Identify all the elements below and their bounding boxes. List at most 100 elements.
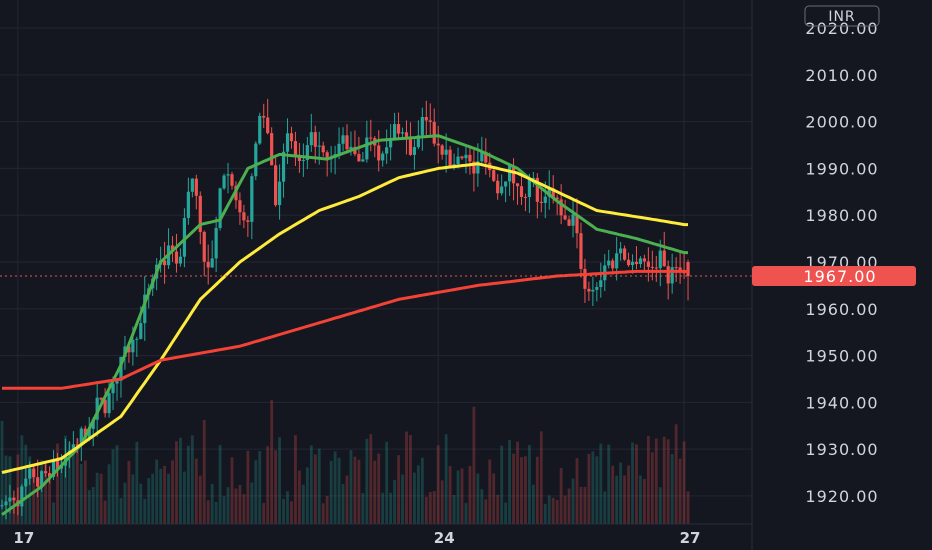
volume-bar [60, 458, 63, 524]
candle-body [309, 132, 313, 146]
volume-bar [639, 475, 642, 524]
volume-bar [214, 502, 218, 524]
candle-body [515, 183, 520, 187]
volume-bar [595, 456, 599, 524]
candle-body [190, 178, 194, 192]
candle-body [428, 120, 432, 122]
candle-body [36, 477, 40, 487]
volume-bar [488, 459, 492, 524]
volume-bar [607, 444, 611, 524]
candle [567, 215, 571, 227]
candle-body [293, 141, 298, 156]
candle [309, 113, 313, 152]
candle-body [28, 468, 32, 479]
candle-body [8, 497, 12, 502]
volume-bar [337, 457, 341, 524]
candle [262, 103, 266, 128]
moving-average-lines [1, 134, 688, 516]
volume-bar [71, 451, 75, 524]
volume-bar [452, 494, 456, 524]
candle [32, 465, 36, 483]
candle-body [202, 231, 206, 262]
candle [202, 230, 206, 277]
candle-body [555, 197, 559, 200]
candle-body [650, 266, 654, 268]
price-tick-label: 1950.00 [805, 347, 878, 366]
candle-body [250, 176, 254, 222]
volume-bar [357, 459, 361, 524]
volume-bar [635, 444, 638, 524]
candle [412, 139, 417, 170]
volume-bar [274, 450, 278, 524]
volume-bar [222, 496, 226, 524]
candle [246, 216, 250, 237]
candle-body [535, 177, 539, 202]
volume-bar [147, 478, 151, 524]
candle-body [615, 253, 619, 269]
volume-bar [528, 445, 531, 524]
candle-body [0, 505, 4, 507]
candle-body [40, 471, 44, 487]
candle-body [416, 135, 420, 148]
candle [47, 466, 52, 484]
candle [571, 199, 575, 238]
volume-bar [87, 490, 91, 524]
candle [222, 173, 226, 190]
candle-body [317, 145, 321, 147]
candle-body [246, 220, 250, 222]
candle-body [369, 137, 373, 139]
volume-bar [512, 453, 515, 524]
volume-bar [298, 470, 301, 524]
candle-body [496, 180, 500, 194]
candle [416, 120, 420, 150]
candle [293, 131, 298, 166]
volume-bar [317, 448, 321, 524]
candle-body [551, 188, 555, 198]
candle [591, 276, 595, 306]
candle-body [337, 143, 341, 155]
candle [472, 150, 476, 192]
candle-body [440, 145, 444, 155]
volume-bar [40, 459, 44, 524]
candle [345, 124, 349, 154]
price-tick-label: 1930.00 [805, 440, 878, 459]
volume-bar [682, 441, 686, 524]
candle [666, 260, 670, 300]
candle-body [143, 294, 147, 324]
volume-bar [579, 486, 583, 524]
volume-bar [0, 421, 4, 524]
candle-body [571, 214, 575, 226]
candle [650, 250, 654, 281]
candle [678, 252, 682, 284]
candle-body [266, 117, 270, 134]
candle [634, 246, 639, 270]
candle [587, 281, 591, 301]
volume-bar [615, 475, 619, 524]
currency-badge[interactable]: INR [804, 5, 880, 27]
candle-body [325, 152, 329, 160]
candle [266, 98, 270, 135]
candle-body [492, 170, 496, 181]
volume-bar [143, 498, 147, 524]
volume-bar [64, 435, 67, 524]
volume-bar [440, 480, 444, 524]
candle-body [547, 188, 551, 197]
volume-bar [107, 464, 111, 524]
price-tick-label: 2000.00 [805, 113, 878, 132]
volume-bar [301, 484, 305, 524]
volume-bar [131, 474, 135, 524]
candle [325, 150, 329, 177]
candle [619, 241, 623, 261]
time-axis[interactable]: 17 24 27 [13, 529, 700, 547]
candle-body [630, 261, 635, 266]
candle-body [587, 288, 591, 292]
candle-body [424, 117, 428, 121]
candle [297, 142, 302, 173]
candle [504, 181, 508, 203]
volume-bar [365, 438, 369, 524]
candle-body [519, 186, 524, 197]
volume-bar [428, 492, 432, 524]
volume-bar [627, 465, 630, 524]
candle-body [385, 147, 389, 154]
